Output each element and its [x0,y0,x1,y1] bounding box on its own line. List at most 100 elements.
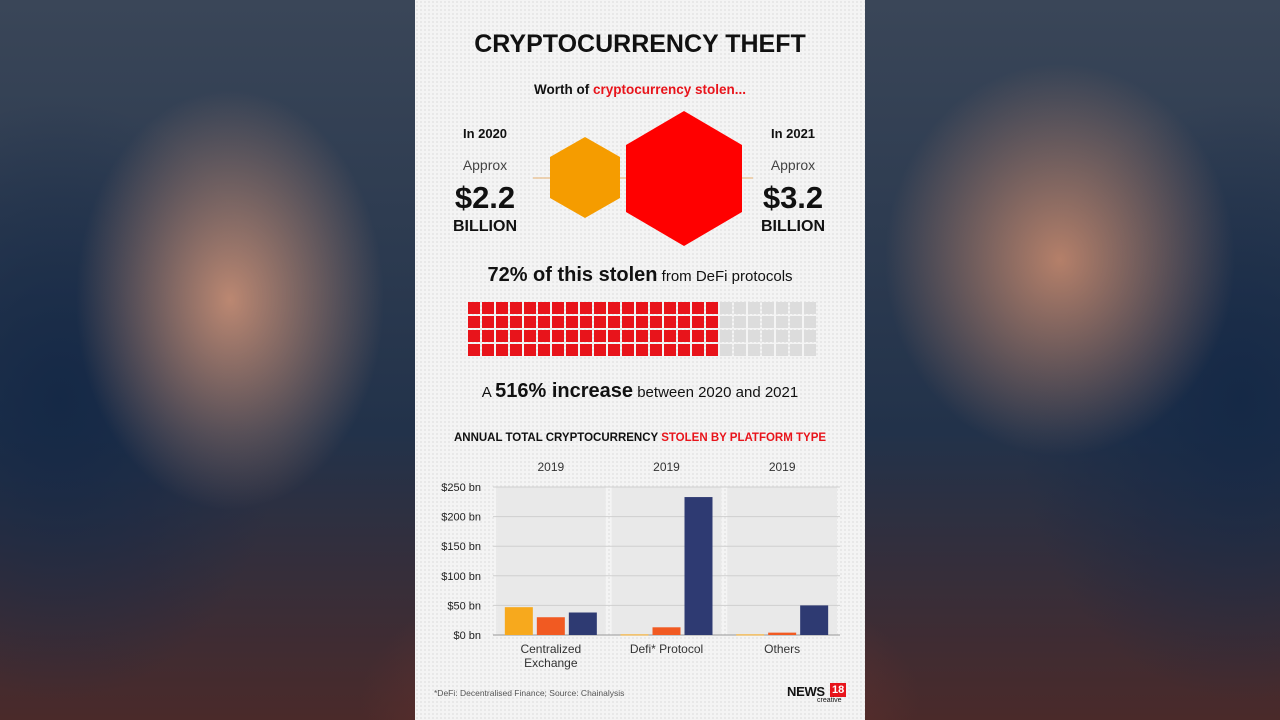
waffle-cell-filled [468,316,480,328]
waffle-cell-empty [804,330,816,342]
y-tick-label: $250 bn [441,482,481,494]
defi-share-bold: 72% of this stolen [487,264,658,286]
right-stat-year: In 2021 [770,126,816,141]
waffle-cell-filled [622,344,634,356]
waffle-cell-filled [594,302,606,314]
waffle-cell-empty [762,302,774,314]
waffle-cell-filled [594,330,606,342]
waffle-cell-filled [622,330,634,342]
waffle-cell-filled [636,344,648,356]
news18-logo: NEWS 18 creative [787,683,847,707]
category-label: Defi* Protocol [630,642,703,656]
chart-title-prefix: ANNUAL TOTAL CRYPTOCURRENCY [453,432,662,444]
waffle-cell-empty [804,316,816,328]
waffle-cell-filled [580,316,592,328]
waffle-cell-filled [706,316,718,328]
waffle-cell-filled [524,316,536,328]
y-tick-label: $150 bn [441,541,481,553]
right-stat-amount: $3.2 [762,180,824,215]
waffle-cell-filled [496,330,508,342]
waffle-cell-filled [622,302,634,314]
waffle-cell-empty [734,330,746,342]
waffle-cell-filled [692,316,704,328]
right-stat-approx: Approx [770,157,816,173]
waffle-cell-empty [762,330,774,342]
waffle-cell-filled [496,302,508,314]
waffle-cell-filled [650,316,662,328]
group-header-label: 2019 [537,460,564,474]
waffle-cell-filled [524,344,536,356]
bar [800,605,829,635]
waffle-cell-filled [580,344,592,356]
waffle-cell-empty [776,302,788,314]
y-tick-label: $100 bn [441,571,481,583]
bar [768,632,797,635]
waffle-cell-filled [552,330,564,342]
waffle-cell-filled [566,330,578,342]
waffle-cell-empty [748,330,760,342]
waffle-cell-filled [678,344,690,356]
bar [536,617,565,635]
waffle-cell-filled [468,330,480,342]
logo-number: 18 [830,683,847,697]
waffle-cell-filled [622,316,634,328]
waffle-cell-filled [636,316,648,328]
waffle-cell-filled [594,344,606,356]
waffle-cell-filled [650,302,662,314]
waffle-cell-filled [678,302,690,314]
waffle-cell-empty [748,344,760,356]
left-stat-approx: Approx [462,157,508,173]
waffle-cell-filled [636,330,648,342]
waffle-cell-filled [650,344,662,356]
waffle-cell-filled [692,330,704,342]
category-label: Others [764,642,800,656]
waffle-cell-filled [496,316,508,328]
waffle-cell-filled [510,330,522,342]
waffle-cell-filled [566,302,578,314]
waffle-cell-empty [804,302,816,314]
waffle-cell-filled [524,330,536,342]
waffle-cell-filled [678,330,690,342]
waffle-cell-filled [664,316,676,328]
waffle-cell-filled [468,344,480,356]
waffle-cell-empty [748,316,760,328]
logo-tag: creative [817,697,842,704]
waffle-cell-empty [776,316,788,328]
waffle-cell-filled [552,344,564,356]
bar [652,627,681,635]
increase-statement: A 516% increase between 2020 and 2021 [415,380,865,403]
waffle-cell-filled [482,316,494,328]
left-stat-unit: BILLION [453,218,517,235]
bar [568,612,597,635]
waffle-cell-filled [706,330,718,342]
waffle-cell-empty [734,316,746,328]
waffle-cell-empty [720,302,732,314]
infographic-title: CRYPTOCURRENCY THEFT [474,30,806,58]
bar-chart: $0 bn $50 bn $100 bn $150 bn $200 bn $250 bn 2… [441,460,840,670]
waffle-cell-filled [496,344,508,356]
waffle-cell-filled [706,302,718,314]
bar [620,634,649,636]
waffle-cell-filled [692,344,704,356]
waffle-cell-filled [552,302,564,314]
waffle-cell-filled [608,330,620,342]
waffle-cell-empty [790,330,802,342]
waffle-cell-filled [538,330,550,342]
waffle-cell-empty [748,302,760,314]
increase-prefix: A [481,384,496,401]
waffle-cell-empty [762,316,774,328]
bar [684,497,713,635]
y-tick-label: $50 bn [447,600,481,612]
bar [736,634,765,636]
increase-bold: 516% increase [495,380,634,402]
defi-share-rest: from DeFi protocols [657,268,793,285]
waffle-cell-empty [720,344,732,356]
chart-title: ANNUAL TOTAL CRYPTOCURRENCY STOLEN BY PL… [415,432,865,444]
waffle-cell-empty [720,330,732,342]
category-label: Exchange [524,656,578,670]
waffle-cell-filled [636,302,648,314]
increase-rest: between 2020 and 2021 [633,384,799,401]
subtitle-highlight: cryptocurrency stolen... [592,82,747,97]
waffle-cell-empty [734,302,746,314]
infographic-subtitle: Worth of cryptocurrency stolen... [415,82,865,97]
